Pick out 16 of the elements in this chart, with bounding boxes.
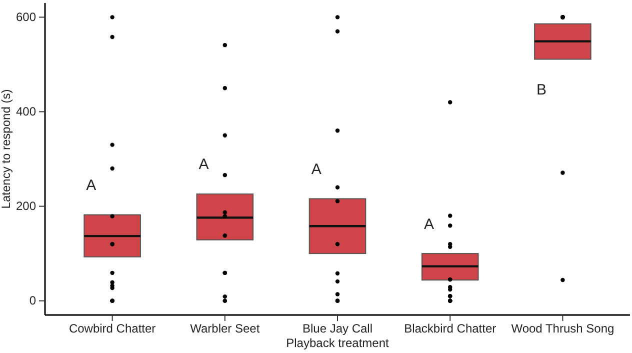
x-tick-label: Wood Thrush Song bbox=[511, 322, 614, 336]
x-tick-label: Blackbird Chatter bbox=[404, 322, 496, 336]
x-tick-label: Warbler Seet bbox=[190, 322, 260, 336]
annotation: A bbox=[86, 177, 96, 194]
x-tick-label: Cowbird Chatter bbox=[68, 322, 156, 336]
y-tick-label: 0 bbox=[29, 294, 36, 308]
annotation: A bbox=[424, 216, 434, 233]
y-tick-label: 600 bbox=[16, 10, 36, 24]
annotation: B bbox=[536, 82, 547, 99]
x-axis-title: Playback treatment bbox=[286, 336, 390, 350]
annotation: A bbox=[311, 160, 322, 178]
y-axis-title: Latency to respond (s) bbox=[0, 89, 13, 209]
annotation: A bbox=[198, 156, 209, 174]
y-tick-label: 200 bbox=[16, 199, 36, 214]
x-tick-label: Blue Jay Call bbox=[302, 322, 373, 336]
y-tick-label: 400 bbox=[16, 104, 36, 119]
